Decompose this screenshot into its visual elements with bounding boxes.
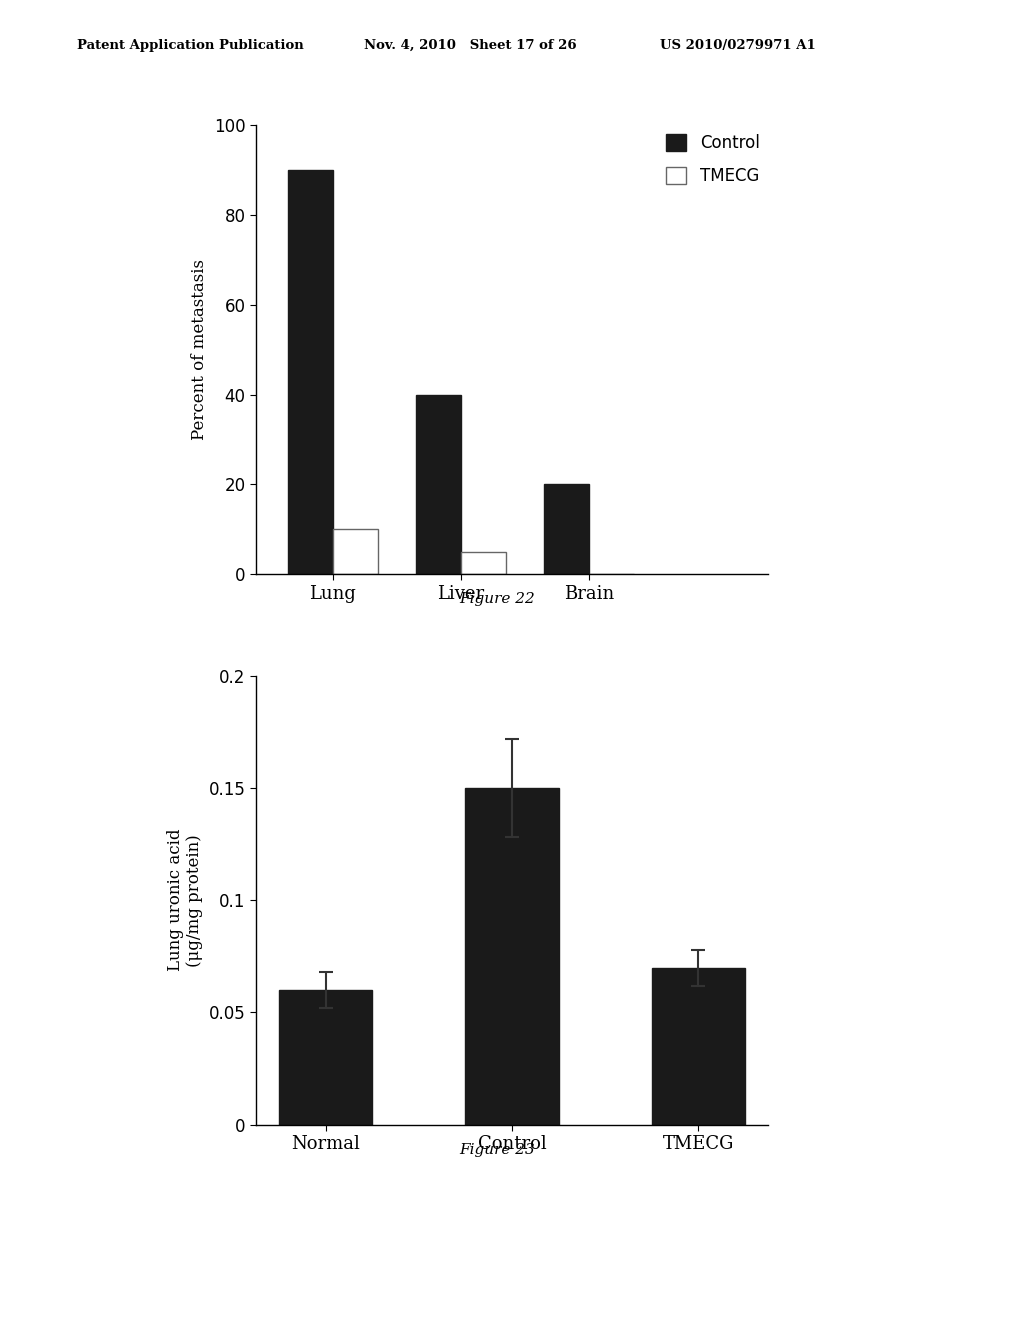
Bar — [416, 395, 461, 574]
Y-axis label: Percent of metastasis: Percent of metastasis — [191, 259, 209, 441]
Bar — [333, 529, 378, 574]
Text: Patent Application Publication: Patent Application Publication — [77, 38, 303, 51]
Legend: Control, TMECG: Control, TMECG — [667, 133, 760, 185]
Text: Nov. 4, 2010   Sheet 17 of 26: Nov. 4, 2010 Sheet 17 of 26 — [364, 38, 577, 51]
Bar — [544, 484, 589, 574]
Bar — [466, 788, 558, 1125]
Y-axis label: Lung uronic acid
(μg/mg protein): Lung uronic acid (μg/mg protein) — [167, 829, 203, 972]
Bar — [280, 990, 373, 1125]
Bar — [651, 968, 744, 1125]
Text: US 2010/0279971 A1: US 2010/0279971 A1 — [660, 38, 816, 51]
Text: Figure 23: Figure 23 — [459, 1143, 535, 1156]
Bar — [288, 170, 333, 574]
Bar — [461, 552, 506, 574]
Text: Figure 22: Figure 22 — [459, 593, 535, 606]
